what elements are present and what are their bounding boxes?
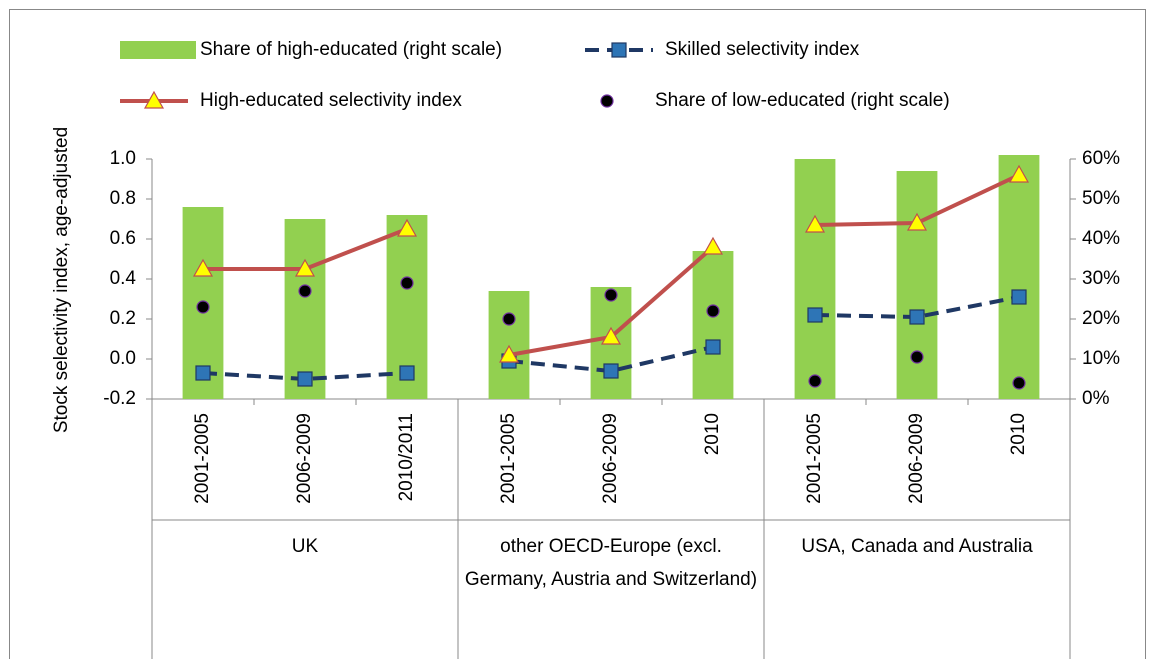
square-marker <box>195 365 211 381</box>
square-marker <box>603 363 619 379</box>
y2-tick-label: 50% <box>1082 188 1120 209</box>
legend-label: Skilled selectivity index <box>665 39 860 60</box>
square-marker <box>909 309 925 325</box>
y2-tick-label: 60% <box>1082 148 1120 169</box>
y-tick-label: 0.8 <box>110 188 136 209</box>
legend-swatch <box>120 41 196 59</box>
triangle-marker <box>1008 164 1030 183</box>
legend-item: High-educated selectivity index <box>120 90 462 111</box>
y2-tick-label: 0% <box>1082 388 1110 409</box>
square-marker <box>705 339 721 355</box>
x-tick-label: 2010 <box>702 413 723 455</box>
bar <box>794 159 836 399</box>
x-tick-label: 2006-2009 <box>906 413 927 504</box>
y-tick-label: -0.2 <box>103 388 136 409</box>
y-tick-label: 0.6 <box>110 228 136 249</box>
group-label-line: UK <box>292 536 319 557</box>
group-label: UK <box>292 536 319 557</box>
group-label-line: USA, Canada and Australia <box>801 536 1033 557</box>
circle-marker <box>600 94 614 108</box>
triangle-marker <box>143 90 165 109</box>
circle-marker <box>808 374 822 388</box>
bar <box>998 155 1040 399</box>
group-label-line: other OECD-Europe (excl. <box>500 536 722 557</box>
circle-marker <box>910 350 924 364</box>
circle-marker <box>1012 376 1026 390</box>
legend-label: Share of low-educated (right scale) <box>655 90 950 111</box>
circle-marker <box>604 288 618 302</box>
y-axis-title: Stock selectivity index, age-adjusted <box>51 127 72 433</box>
bar <box>896 171 938 399</box>
triangle-marker <box>906 212 928 231</box>
y2-tick-label: 40% <box>1082 228 1120 249</box>
square-marker <box>297 371 313 387</box>
triangle-marker <box>804 214 826 233</box>
bar <box>692 251 734 399</box>
triangle-marker <box>192 258 214 277</box>
circle-marker <box>196 300 210 314</box>
series-line <box>508 345 714 374</box>
circle-marker <box>706 304 720 318</box>
y2-tick-label: 10% <box>1082 348 1120 369</box>
chart-border <box>9 9 1146 659</box>
x-tick-label: 2006-2009 <box>600 413 621 504</box>
y-tick-label: 0.4 <box>110 268 137 289</box>
square-marker <box>611 42 627 58</box>
x-tick-label: 2001-2005 <box>804 413 825 504</box>
legend-label: Share of high-educated (right scale) <box>200 39 502 60</box>
x-tick-label: 2006-2009 <box>294 413 315 504</box>
triangle-marker <box>396 218 418 237</box>
group-label-line: Germany, Austria and Switzerland) <box>465 569 757 590</box>
legend-item: Share of low-educated (right scale) <box>600 90 950 111</box>
x-tick-label: 2001-2005 <box>192 413 213 504</box>
x-tick-label: 2001-2005 <box>498 413 519 504</box>
circle-marker <box>298 284 312 298</box>
y-tick-label: 0.2 <box>110 308 136 329</box>
square-marker <box>807 307 823 323</box>
triangle-marker <box>498 344 520 363</box>
group-label: USA, Canada and Australia <box>801 536 1033 557</box>
y-tick-label: 1.0 <box>110 148 136 169</box>
triangle-marker <box>294 258 316 277</box>
series-line <box>202 371 408 382</box>
circle-marker <box>502 312 516 326</box>
legend-item: Share of high-educated (right scale) <box>120 39 502 60</box>
triangle-marker <box>702 236 724 255</box>
bar <box>284 219 326 399</box>
y-tick-label: 0.0 <box>110 348 136 369</box>
group-label: other OECD-Europe (excl. Germany, Austria… <box>465 536 757 590</box>
series-line <box>814 295 1020 320</box>
y2-tick-label: 20% <box>1082 308 1120 329</box>
triangle-marker <box>600 326 622 345</box>
x-tick-label: 2010 <box>1008 413 1029 455</box>
legend-item: Skilled selectivity index <box>585 39 860 60</box>
legend-label: High-educated selectivity index <box>200 90 462 111</box>
square-marker <box>1011 289 1027 305</box>
circle-marker <box>400 276 414 290</box>
x-tick-label: 2010/2011 <box>396 413 417 501</box>
y2-tick-label: 30% <box>1082 268 1120 289</box>
square-marker <box>399 365 415 381</box>
